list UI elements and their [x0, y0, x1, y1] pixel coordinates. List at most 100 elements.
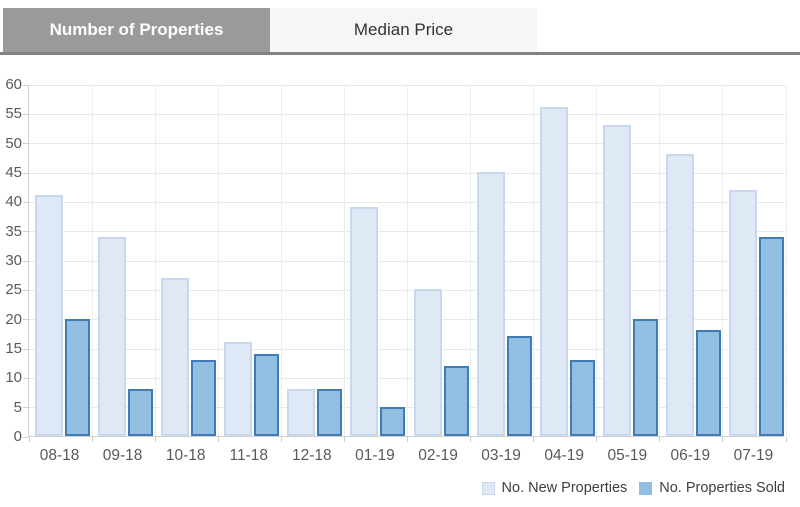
bar-properties-sold[interactable] — [380, 406, 406, 436]
gridline-vertical — [343, 85, 345, 436]
gridline-vertical — [470, 85, 472, 436]
x-axis-tick — [154, 437, 156, 442]
tab-bar: Number of Properties Median Price — [0, 0, 800, 55]
y-axis-tick — [23, 84, 28, 86]
bar-new-properties[interactable] — [287, 389, 316, 436]
legend-label-new-properties: No. New Properties — [501, 480, 628, 496]
gridline-vertical — [217, 85, 219, 436]
bar-new-properties[interactable] — [539, 107, 568, 436]
y-axis-tick — [23, 201, 28, 203]
x-axis-tick — [659, 437, 661, 442]
y-axis-tick — [23, 113, 28, 115]
legend-item-new-properties[interactable]: No. New Properties — [481, 480, 628, 496]
bar-properties-sold[interactable] — [695, 330, 721, 436]
x-axis-tick — [28, 437, 30, 442]
bar-new-properties[interactable] — [224, 342, 253, 436]
bar-properties-sold[interactable] — [191, 359, 217, 436]
gridline-vertical — [596, 85, 598, 436]
gridline-vertical — [659, 85, 661, 436]
gridline-vertical — [785, 85, 787, 436]
x-axis-label: 04-19 — [544, 447, 585, 464]
bar-properties-sold[interactable] — [317, 389, 343, 436]
bar-properties-sold[interactable] — [65, 318, 90, 436]
y-axis-tick — [23, 260, 28, 262]
gridline-vertical — [154, 85, 156, 436]
chart-legend: No. New Properties No. Properties Sold — [481, 478, 785, 498]
y-axis-tick — [23, 407, 28, 409]
y-axis-label: 10 — [5, 369, 22, 387]
x-axis-label: 12-18 — [292, 447, 332, 464]
y-axis-label: 0 — [13, 428, 22, 445]
y-axis-tick — [23, 319, 28, 321]
x-axis-tick — [785, 437, 787, 442]
y-axis-label: 55 — [5, 105, 22, 123]
bar-new-properties[interactable] — [413, 289, 442, 436]
bar-new-properties[interactable] — [665, 154, 694, 436]
x-axis-tick — [343, 437, 345, 442]
bar-properties-sold[interactable] — [569, 359, 595, 436]
x-axis-label: 11-18 — [229, 447, 269, 464]
y-axis-tick — [23, 289, 28, 291]
legend-swatch-new-properties-icon — [481, 481, 495, 495]
gridline-vertical — [533, 85, 535, 436]
bar-properties-sold[interactable] — [758, 236, 784, 436]
gridline-vertical — [722, 85, 724, 436]
x-axis-tick — [280, 437, 282, 442]
x-axis-tick — [533, 437, 535, 442]
y-axis-label: 45 — [5, 164, 22, 181]
y-axis-label: 5 — [13, 398, 22, 416]
x-axis-label: 01-19 — [355, 447, 395, 464]
x-axis-label: 05-19 — [607, 447, 648, 464]
bar-new-properties[interactable] — [728, 189, 757, 436]
y-axis-label: 25 — [5, 281, 22, 299]
gridline-vertical — [280, 85, 282, 436]
tab-median-price[interactable]: Median Price — [270, 8, 537, 52]
x-axis-label: 08-18 — [39, 447, 80, 464]
y-axis-label: 40 — [5, 193, 22, 211]
bar-new-properties[interactable] — [350, 207, 379, 436]
gridline-vertical — [91, 85, 93, 436]
bar-new-properties[interactable] — [602, 125, 631, 436]
x-axis-tick — [91, 437, 93, 442]
bar-new-properties[interactable] — [476, 172, 505, 436]
y-axis-tick — [23, 172, 28, 174]
legend-swatch-properties-sold-icon — [639, 481, 653, 495]
legend-label-properties-sold: No. Properties Sold — [659, 480, 785, 496]
x-axis-label: 09-18 — [102, 447, 143, 464]
legend-item-properties-sold[interactable]: No. Properties Sold — [639, 480, 785, 496]
bar-properties-sold[interactable] — [443, 365, 469, 436]
x-axis-tick — [596, 437, 598, 442]
y-axis-tick — [23, 377, 28, 379]
bar-properties-sold[interactable] — [254, 353, 280, 436]
y-axis-label: 35 — [5, 222, 22, 240]
gridline-vertical — [407, 85, 408, 436]
y-axis-label: 50 — [5, 134, 22, 152]
y-axis-label: 60 — [5, 76, 22, 93]
x-axis-label: 10-18 — [165, 447, 206, 464]
x-axis-tick — [407, 437, 408, 442]
bar-new-properties[interactable] — [161, 277, 190, 436]
x-axis-tick — [470, 437, 472, 442]
y-axis-label: 20 — [5, 310, 22, 328]
bar-properties-sold[interactable] — [506, 336, 532, 436]
bar-properties-sold[interactable] — [128, 389, 154, 436]
bar-new-properties[interactable] — [35, 195, 63, 436]
y-axis-label: 15 — [5, 340, 22, 357]
x-axis-label: 03-19 — [481, 447, 521, 464]
tab-number-of-properties[interactable]: Number of Properties — [3, 8, 270, 52]
y-axis-tick — [23, 231, 28, 233]
x-axis-label: 06-19 — [670, 447, 711, 464]
x-axis-label: 07-19 — [733, 447, 774, 464]
bar-new-properties[interactable] — [98, 236, 127, 436]
x-axis-tick — [722, 437, 724, 442]
y-axis-tick — [23, 436, 28, 438]
x-axis-label: 02-19 — [418, 447, 458, 464]
chart-plot-area — [23, 84, 787, 442]
y-axis-tick — [23, 348, 28, 350]
y-axis-tick — [23, 143, 28, 145]
tab-underline — [0, 52, 800, 55]
y-axis-label: 30 — [5, 252, 22, 269]
x-axis-tick — [217, 437, 219, 442]
bar-properties-sold[interactable] — [632, 318, 658, 436]
